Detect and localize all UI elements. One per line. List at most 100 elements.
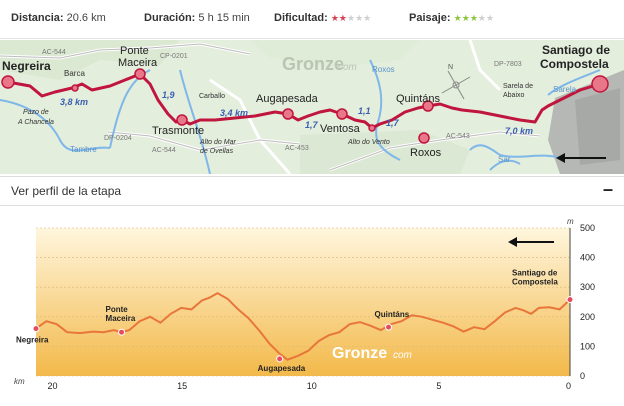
elevation-profile-chart: 0 100 200 300 400 500 20 15 10 5 0 m km Gronze com N…: [0, 206, 624, 401]
distance-labels: 3,8 km 1,9 3,4 km 1,7 1,1 1,7 7,0 km: [60, 90, 533, 136]
town-dot-ponte-maceira: [134, 68, 146, 80]
town-dot-roxos: [418, 132, 430, 144]
star-icon: ★: [347, 13, 356, 23]
town-dot-trasmonte: [176, 114, 188, 126]
svg-text:Santiago de: Santiago de: [542, 43, 610, 57]
svg-text:de Ovellas: de Ovellas: [200, 148, 234, 155]
svg-text:N: N: [448, 64, 453, 71]
star-icon: ★: [330, 13, 339, 23]
y-tick-label: 500: [580, 223, 595, 233]
stage-route-map[interactable]: Gronze com Negreira Ponte Maceira Trasmo…: [0, 39, 624, 175]
chart-plot-area: [36, 228, 570, 376]
x-tick-label: 20: [48, 381, 58, 391]
road-label: DP-7803: [494, 61, 522, 68]
y-unit-label: m: [567, 217, 574, 226]
profile-section-header[interactable]: Ver perfil de la etapa –: [0, 176, 624, 206]
distance-label: 3,8 km: [60, 97, 88, 107]
profile-town-label: Ponte: [106, 305, 129, 314]
duration-value: 5 h 15 min: [198, 12, 250, 24]
star-icon: ★: [485, 13, 495, 23]
difficulty-stat: Dificultad: ★★★★★: [274, 12, 371, 24]
town-marker: [385, 323, 393, 331]
duration-stat: Duración: 5 h 15 min: [144, 12, 250, 24]
distance-label: 1,7: [305, 120, 319, 130]
star-icon: ★: [453, 13, 462, 23]
svg-text:Pazo de: Pazo de: [23, 109, 49, 116]
profile-town-label: Quintáns: [375, 310, 410, 319]
svg-text:Roxos: Roxos: [372, 65, 395, 74]
profile-town-label: Negreira: [16, 336, 49, 345]
svg-text:Quintáns: Quintáns: [396, 93, 441, 105]
y-tick-label: 200: [580, 312, 595, 322]
town-dot-quintans: [422, 100, 434, 112]
chart-direction-arrow: [508, 237, 554, 247]
svg-text:Sar: Sar: [498, 155, 511, 164]
town-marker: [118, 328, 126, 336]
map-watermark: Gronze: [282, 54, 344, 74]
profile-town-label: Maceira: [106, 314, 136, 323]
distance-label: 1,1: [358, 106, 371, 116]
road-label: DP-0204: [104, 135, 132, 142]
svg-text:Carballo: Carballo: [199, 93, 225, 100]
svg-text:Maceira: Maceira: [118, 57, 158, 69]
route-line: [7, 72, 601, 130]
svg-text:com: com: [338, 62, 357, 73]
star-icon: ★: [338, 13, 347, 23]
distance-stat: Distancia: 20.6 km: [11, 12, 106, 24]
road-label: AC-543: [446, 133, 470, 140]
star-icon: ★: [363, 13, 372, 23]
town-marker: [276, 355, 284, 363]
difficulty-label: Dificultad:: [274, 12, 328, 24]
scroll-direction-arrow: [556, 153, 606, 163]
duration-label: Duración:: [144, 12, 196, 24]
svg-text:Roxos: Roxos: [410, 147, 442, 159]
road-labels: AC-544 CP-0201 DP-0204 AC-544 AC-453 AC-543 DP…: [42, 49, 522, 154]
elevation-line: [35, 291, 571, 361]
svg-text:A Chancela: A Chancela: [17, 119, 54, 126]
svg-text:Tambre: Tambre: [70, 145, 97, 154]
svg-text:Barca: Barca: [64, 69, 85, 78]
distance-label: 1,7: [386, 118, 400, 128]
town-marker: [32, 325, 40, 333]
x-unit-label: km: [14, 377, 25, 386]
svg-text:Alto do Vento: Alto do Vento: [347, 139, 390, 146]
star-icon: ★: [477, 13, 486, 23]
svg-text:Ponte: Ponte: [120, 45, 149, 57]
landscape-rating-stars: ★★★★★: [454, 13, 494, 23]
profile-town-label: Compostela: [512, 278, 558, 287]
svg-text:Compostela: Compostela: [540, 57, 609, 71]
x-tick-label: 10: [307, 381, 317, 391]
x-tick-label: 5: [436, 381, 441, 391]
collapse-button[interactable]: –: [602, 179, 613, 199]
compass-icon: N: [441, 64, 471, 100]
svg-text:Abaixo: Abaixo: [503, 92, 525, 99]
distance-label: 7,0 km: [505, 126, 533, 136]
x-tick-label: 0: [566, 381, 571, 391]
chart-grid: [36, 227, 570, 377]
road-label: AC-453: [285, 145, 309, 152]
star-icon: ★: [355, 13, 364, 23]
y-tick-label: 400: [580, 253, 595, 263]
y-tick-label: 0: [580, 371, 585, 381]
y-tick-label: 100: [580, 341, 595, 351]
landscape-stat: Paisaje: ★★★★★: [409, 12, 494, 24]
difficulty-rating-stars: ★★★★★: [331, 13, 371, 23]
road-label: CP-0201: [160, 53, 188, 60]
distance-label: 1,9: [162, 90, 175, 100]
town-dot-ventosa: [336, 108, 348, 120]
road-label: AC-544: [42, 49, 66, 56]
landscape-label: Paisaje:: [409, 12, 451, 24]
town-dot-augapesada: [282, 108, 294, 120]
profile-town-label: Augapesada: [258, 364, 306, 373]
star-icon: ★: [461, 13, 470, 23]
y-tick-label: 300: [580, 282, 595, 292]
x-tick-label: 15: [177, 381, 187, 391]
svg-text:Trasmonte: Trasmonte: [152, 125, 204, 137]
town-dot-santiago: [591, 75, 609, 93]
road-label: AC-544: [152, 147, 176, 154]
svg-text:Augapesada: Augapesada: [256, 93, 319, 105]
svg-text:Alto do Mar: Alto do Mar: [199, 139, 236, 146]
profile-town-label: Santiago de: [512, 269, 558, 278]
svg-text:Ventosa: Ventosa: [320, 123, 361, 135]
svg-text:com: com: [393, 350, 412, 361]
